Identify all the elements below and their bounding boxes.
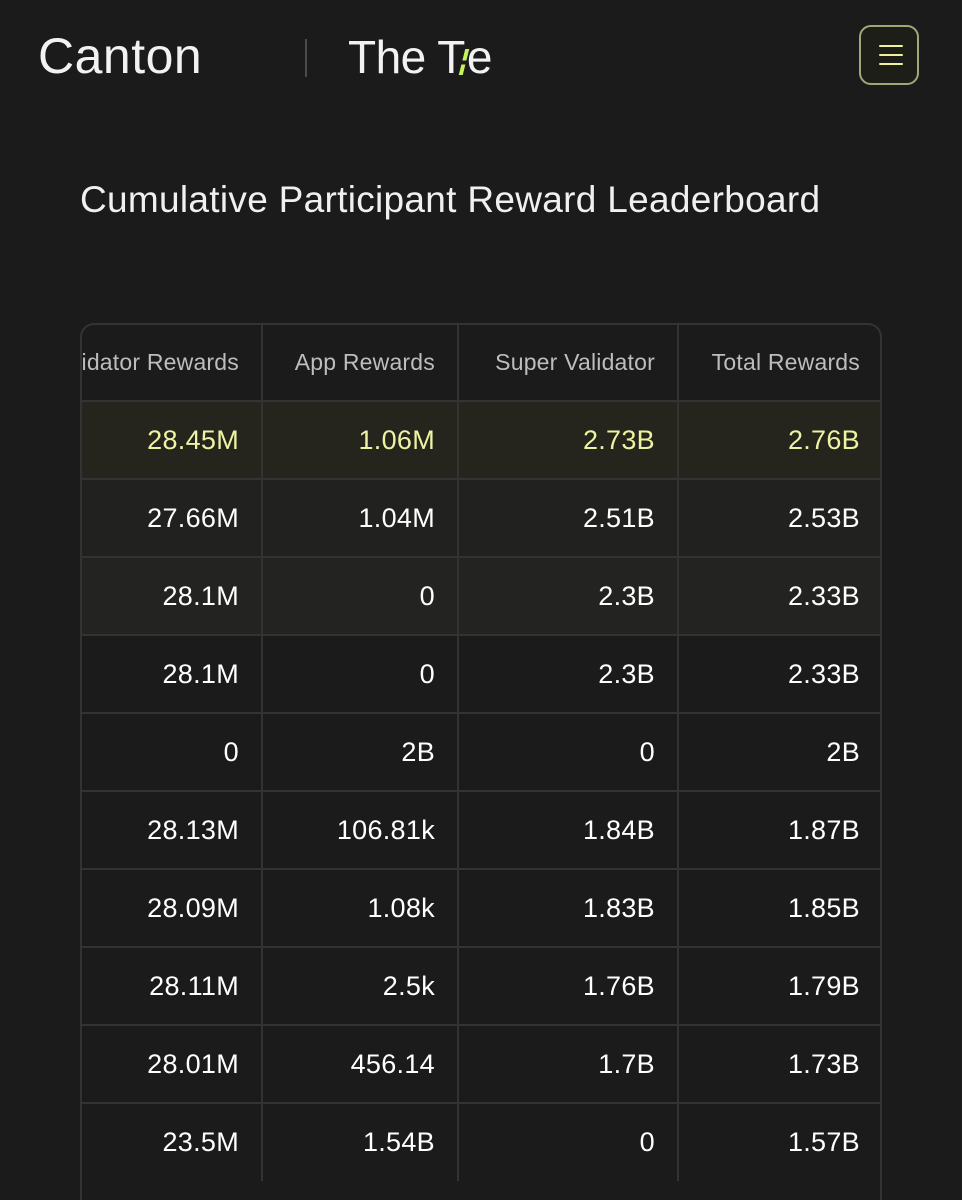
table-row[interactable]: 0 2B 0 2B xyxy=(82,712,880,791)
validator-rewards-cell: 27.66M xyxy=(82,478,263,557)
page-title: Cumulative Participant Reward Leaderboar… xyxy=(80,179,821,220)
app-rewards-cell: 0 xyxy=(262,634,459,713)
app-rewards-cell: 1.54B xyxy=(262,1102,459,1181)
the-tie-logo-right: e xyxy=(466,31,493,83)
the-tie-logo[interactable]: The Te xyxy=(348,28,492,86)
super-validator-cell: 1.84B xyxy=(458,790,679,869)
super-validator-cell: 0 xyxy=(458,1102,679,1181)
validator-rewards-cell: 23.5M xyxy=(82,1102,263,1181)
app-rewards-cell: 1.06M xyxy=(262,400,459,479)
hamburger-menu-button[interactable] xyxy=(859,25,919,85)
table-row[interactable]: 28.01M 456.14 1.7B 1.73B xyxy=(82,1024,880,1103)
table-header-row: Validator Rewards App Rewards Super Vali… xyxy=(82,325,880,401)
table-row[interactable]: 28.1M 0 2.3B 2.33B xyxy=(82,556,880,635)
app-rewards-cell: 2B xyxy=(262,712,459,791)
total-rewards-cell: 1.73B xyxy=(678,1024,880,1103)
super-validator-cell: 2.3B xyxy=(458,634,679,713)
column-header-super-validator[interactable]: Super Validator xyxy=(458,325,679,401)
validator-rewards-cell: 28.11M xyxy=(82,946,263,1025)
total-rewards-cell: 2.53B xyxy=(678,478,880,557)
total-rewards-cell: 2B xyxy=(678,712,880,791)
column-header-validator-rewards[interactable]: Validator Rewards xyxy=(82,325,263,401)
total-rewards-cell: 2.33B xyxy=(678,556,880,635)
total-rewards-cell: 2.33B xyxy=(678,634,880,713)
app-rewards-cell: 2.5k xyxy=(262,946,459,1025)
column-header-total-rewards[interactable]: Total Rewards xyxy=(711,349,860,375)
validator-rewards-cell: 28.45M xyxy=(82,400,263,479)
super-validator-cell: 2.3B xyxy=(458,556,679,635)
total-rewards-cell: 1.85B xyxy=(678,868,880,947)
super-validator-cell: 2.51B xyxy=(458,478,679,557)
table-row[interactable]: 27.66M 1.04M 2.51B 2.53B xyxy=(82,478,880,557)
app-rewards-cell: 106.81k xyxy=(262,790,459,869)
app-rewards-cell: 1.04M xyxy=(262,478,459,557)
hamburger-menu-icon xyxy=(879,45,903,47)
site-header: Canton The Te xyxy=(0,0,962,118)
table-row[interactable]: 28.11M 2.5k 1.76B 1.79B xyxy=(82,946,880,1025)
logo-divider xyxy=(305,39,307,77)
the-tie-logo-left: The T xyxy=(348,31,465,83)
super-validator-cell: 2.73B xyxy=(458,400,679,479)
validator-rewards-cell: 28.09M xyxy=(82,868,263,947)
leaderboard-table-scroll[interactable]: Validator Rewards App Rewards Super Vali… xyxy=(80,323,882,1200)
column-header-label: Validator Rewards xyxy=(82,349,239,375)
table-row[interactable]: 28.09M 1.08k 1.83B 1.85B xyxy=(82,868,880,947)
table-row[interactable]: 28.13M 106.81k 1.84B 1.87B xyxy=(82,790,880,869)
super-validator-cell: 1.76B xyxy=(458,946,679,1025)
validator-rewards-cell: 28.1M xyxy=(82,556,263,635)
total-rewards-cell: 1.87B xyxy=(678,790,880,869)
total-rewards-cell: 1.79B xyxy=(678,946,880,1025)
column-header-app-rewards[interactable]: App Rewards xyxy=(262,325,459,401)
app-rewards-cell: 0 xyxy=(262,556,459,635)
canton-logo[interactable]: Canton xyxy=(38,28,203,84)
validator-rewards-cell: 0 xyxy=(82,712,263,791)
super-validator-cell: 0 xyxy=(458,712,679,791)
super-validator-cell: 1.83B xyxy=(458,868,679,947)
table-row[interactable]: 28.1M 0 2.3B 2.33B xyxy=(82,634,880,713)
table-row[interactable]: 23.5M 1.54B 0 1.57B xyxy=(82,1102,880,1181)
app-rewards-cell: 1.08k xyxy=(262,868,459,947)
validator-rewards-cell: 28.1M xyxy=(82,634,263,713)
validator-rewards-cell: 28.13M xyxy=(82,790,263,869)
super-validator-cell: 1.7B xyxy=(458,1024,679,1103)
table-row[interactable]: 28.45M 1.06M 2.73B 2.76B xyxy=(82,400,880,479)
hamburger-menu-icon-bar xyxy=(879,63,903,65)
leaderboard-table: Validator Rewards App Rewards Super Vali… xyxy=(82,325,880,1181)
hamburger-menu-icon-bar xyxy=(879,54,903,56)
validator-rewards-cell: 28.01M xyxy=(82,1024,263,1103)
total-rewards-cell: 2.76B xyxy=(678,400,880,479)
app-rewards-cell: 456.14 xyxy=(262,1024,459,1103)
total-rewards-cell: 1.57B xyxy=(678,1102,880,1181)
